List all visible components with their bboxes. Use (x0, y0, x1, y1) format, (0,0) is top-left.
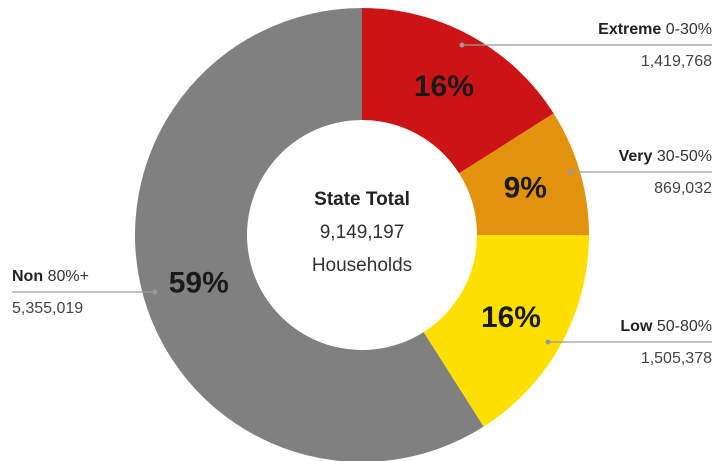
center-unit: Households (312, 255, 412, 276)
slice (459, 113, 589, 235)
slice (423, 235, 589, 427)
leader-dot (567, 169, 573, 175)
leader-dot (545, 339, 551, 345)
callout-count: 1,505,378 (641, 350, 712, 367)
leader-dot (459, 42, 465, 48)
callout-title: Non 80%+ (12, 268, 89, 285)
callout-title: Very 30-50% (619, 148, 712, 165)
slice (362, 8, 554, 174)
donut (135, 8, 589, 461)
slice (135, 8, 484, 461)
center-title: State Total (314, 189, 410, 210)
category-range: 0-30% (666, 21, 712, 38)
category-name: Non (12, 268, 43, 285)
category-range: 30-50% (657, 148, 712, 165)
leader-dot (152, 289, 158, 295)
category-name: Low (620, 318, 653, 335)
callout-count: 869,032 (654, 180, 712, 197)
callout-count: 1,419,768 (641, 53, 712, 70)
callout-title: Low 50-80% (620, 318, 712, 335)
category-range: 50-80% (657, 318, 712, 335)
slice-label: 16% (481, 301, 541, 334)
category-range: 80%+ (48, 268, 89, 285)
center-total: 9,149,197 (320, 222, 405, 243)
category-name: Extreme (598, 21, 661, 38)
callout-title: Extreme 0-30% (598, 21, 712, 38)
slice-label: 59% (169, 266, 229, 299)
slice-label: 9% (504, 171, 547, 204)
category-name: Very (619, 148, 653, 165)
callout-count: 5,355,019 (12, 300, 83, 317)
slice-label: 16% (414, 70, 474, 103)
